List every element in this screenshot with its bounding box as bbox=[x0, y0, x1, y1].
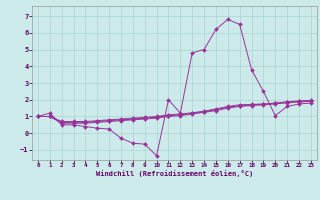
X-axis label: Windchill (Refroidissement éolien,°C): Windchill (Refroidissement éolien,°C) bbox=[96, 170, 253, 177]
